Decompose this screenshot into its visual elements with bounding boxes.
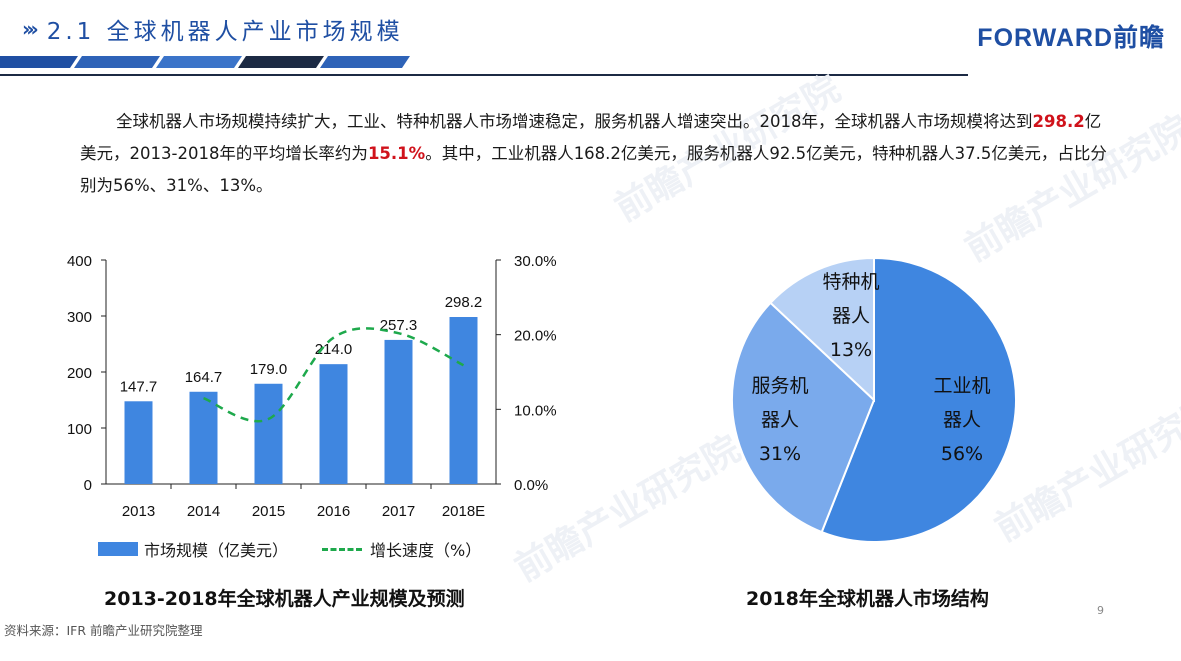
source-note: 资料来源：IFR 前瞻产业研究院整理	[4, 623, 203, 638]
x-tick-label: 2017	[382, 503, 415, 520]
pie-pct-label: 13%	[830, 339, 872, 361]
x-tick-label: 2016	[317, 503, 350, 520]
y-tick-label: 200	[67, 365, 92, 382]
data-label: 164.7	[185, 369, 223, 386]
pie-slice-label: 器人	[761, 409, 799, 431]
chevrons-icon: ›››	[22, 17, 39, 41]
pie-slice	[731, 301, 876, 534]
header-stripes	[0, 56, 410, 68]
x-tick-label: 2018E	[442, 503, 485, 520]
pie-slice-label: 器人	[943, 409, 981, 431]
bar	[124, 401, 153, 484]
y2-tick-label: 0.0%	[514, 477, 548, 494]
pie-pct-label: 31%	[759, 443, 801, 465]
bar-chart-legend: 市场规模（亿美元） 增长速度（%）	[98, 537, 481, 561]
legend-bar-label: 市场规模（亿美元）	[144, 541, 289, 560]
data-label: 257.3	[380, 317, 418, 334]
pie-slice-label: 特种机	[822, 271, 879, 293]
data-label: 214.0	[315, 341, 353, 358]
pie-slice	[820, 256, 1017, 543]
y-tick-label: 100	[67, 421, 92, 438]
data-label: 298.2	[445, 294, 483, 311]
y2-tick-label: 30.0%	[514, 253, 557, 270]
header-divider	[0, 74, 968, 76]
intro-highlight-1: 298.2	[1032, 112, 1085, 131]
y-tick-label: 0	[84, 477, 92, 494]
data-label: 147.7	[120, 378, 158, 395]
legend-bar-swatch	[98, 542, 138, 556]
legend-line-swatch	[322, 547, 363, 551]
x-tick-label: 2013	[122, 503, 155, 520]
data-label: 179.0	[250, 361, 288, 378]
intro-text-2: 亿美元，2013-2018年的平均增长率约为	[80, 112, 1102, 163]
intro-highlight-2: 15.1%	[367, 144, 426, 163]
section-title: ››› 2.1 全球机器人产业市场规模	[22, 12, 404, 46]
page-title: 2.1 全球机器人产业市场规模	[46, 19, 404, 45]
x-tick-label: 2015	[252, 503, 285, 520]
bar	[254, 383, 283, 484]
intro-paragraph: 全球机器人市场规模持续扩大，工业、特种机器人市场增速稳定，服务机器人增速突出。2…	[80, 106, 1110, 202]
bar	[189, 391, 218, 484]
bar	[319, 364, 348, 484]
pie-slice	[769, 256, 875, 403]
x-tick-label: 2014	[187, 503, 220, 520]
pie-pct-label: 56%	[941, 443, 983, 465]
pie-slice-label: 服务机	[751, 375, 808, 397]
brand-logo: FORWARD前瞻	[977, 24, 1165, 52]
bar	[384, 339, 413, 484]
intro-text-3: 。其中，工业机器人168.2亿美元，服务机器人92.5亿美元，特种机器人37.5…	[80, 144, 1107, 195]
intro-text-1: 全球机器人市场规模持续扩大，工业、特种机器人市场增速稳定，服务机器人增速突出。2…	[116, 112, 1033, 131]
pie-chart-caption: 2018年全球机器人市场结构	[746, 588, 989, 610]
bar	[449, 317, 478, 484]
y2-tick-label: 10.0%	[514, 402, 557, 419]
pie-slice-label: 器人	[832, 305, 870, 327]
bar-chart-caption: 2013-2018年全球机器人产业规模及预测	[104, 588, 465, 610]
pie-slice-label: 工业机	[933, 375, 990, 397]
y-tick-label: 300	[67, 309, 92, 326]
page-number: 9	[1097, 604, 1104, 617]
y2-tick-label: 20.0%	[514, 328, 557, 345]
legend-line-label: 增长速度（%）	[370, 541, 482, 560]
y-tick-label: 400	[67, 253, 92, 270]
growth-line	[203, 327, 465, 423]
